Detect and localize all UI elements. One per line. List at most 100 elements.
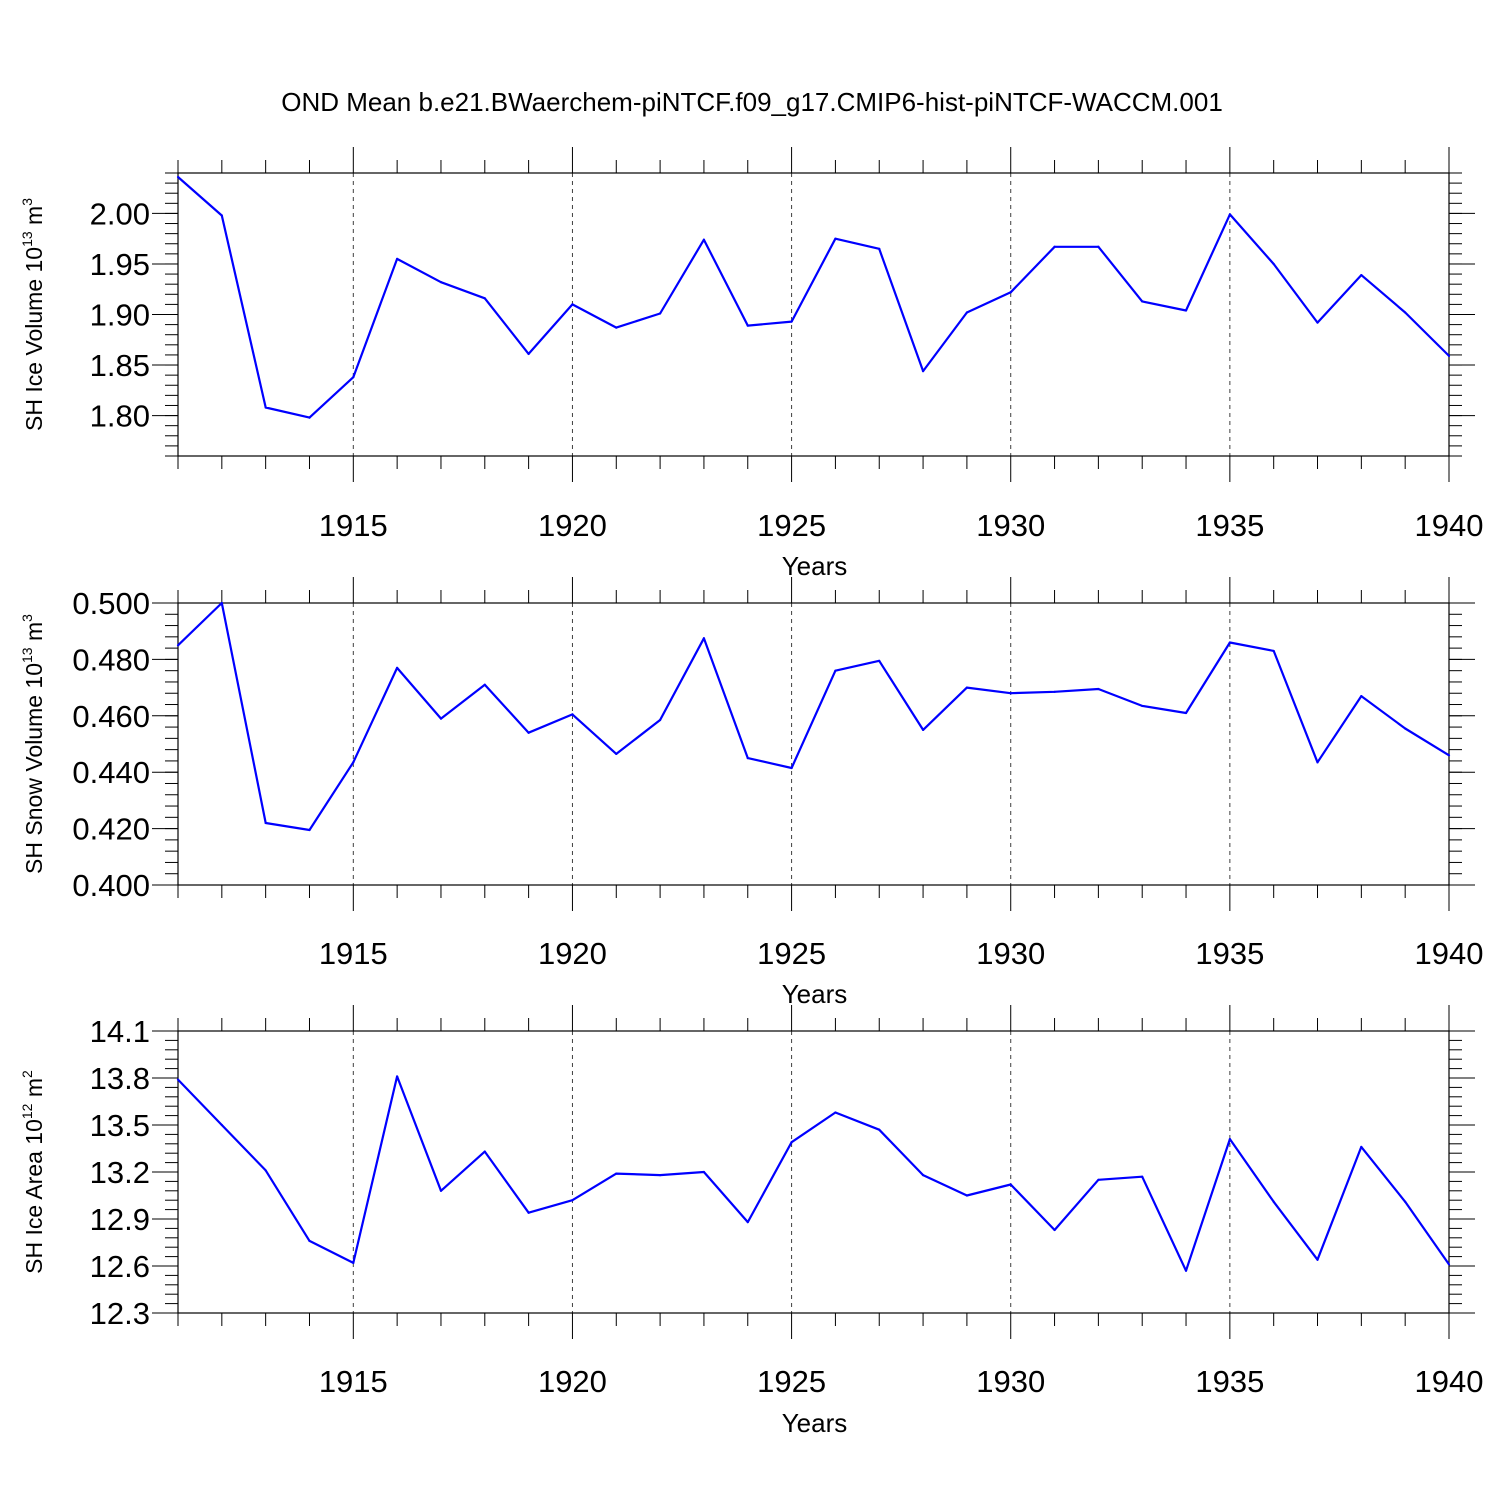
data-point	[1141, 704, 1144, 708]
data-point	[264, 406, 267, 409]
data-point	[659, 312, 662, 315]
data-point	[439, 281, 443, 284]
data-point	[1272, 262, 1275, 266]
data-point	[834, 237, 837, 240]
data-point	[176, 1078, 180, 1081]
x-tick-label: 1930	[976, 936, 1045, 971]
data-point	[921, 370, 925, 373]
data-point	[1009, 692, 1012, 695]
y-tick-label: 13.8	[90, 1061, 150, 1096]
y-axis-title: SH Ice Volume 1013 m3	[19, 198, 47, 431]
data-point	[308, 828, 311, 832]
data-point	[1053, 245, 1056, 248]
y-tick-label: 2.00	[90, 196, 150, 231]
data-point	[965, 1194, 968, 1197]
data-point	[176, 644, 180, 647]
x-tick-label: 1920	[538, 936, 607, 971]
x-tick-label: 1915	[319, 508, 388, 543]
data-point	[702, 637, 706, 640]
x-tick-label: 1925	[757, 936, 826, 971]
data-point	[615, 326, 618, 329]
data-point	[352, 761, 355, 764]
data-point	[1053, 690, 1056, 693]
data-point	[1009, 291, 1012, 294]
data-point	[352, 376, 355, 379]
data-point	[571, 713, 574, 716]
data-point	[921, 1174, 925, 1177]
data-point	[220, 1123, 223, 1127]
data-point	[527, 352, 530, 356]
x-axis-title: Years	[782, 551, 848, 581]
figure-title: OND Mean b.e21.BWaerchem-piNTCF.f09_g17.…	[281, 87, 1223, 117]
data-point	[483, 1150, 486, 1153]
data-point	[483, 683, 486, 686]
data-point	[1447, 754, 1451, 757]
data-point	[1360, 1145, 1363, 1149]
data-point	[571, 303, 574, 306]
x-tick-label: 1920	[538, 508, 607, 543]
y-tick-label: 0.420	[72, 812, 150, 847]
x-axis-title: Years	[782, 979, 848, 1009]
data-point	[527, 1211, 530, 1214]
data-point	[615, 1172, 618, 1175]
y-tick-label: 12.9	[90, 1202, 150, 1237]
chart-panel-2: 0.400 0.420 0.440 0.460 0.480 0.500 1915 1920 19…	[19, 577, 1483, 1009]
data-point	[659, 718, 662, 722]
x-tick-label: 1925	[757, 1364, 826, 1399]
data-point	[176, 175, 180, 179]
data-point	[527, 731, 530, 734]
x-tick-label: 1925	[757, 508, 826, 543]
y-tick-label: 1.95	[90, 247, 150, 282]
data-point	[220, 601, 223, 605]
data-point	[1097, 245, 1100, 248]
data-point	[1141, 1175, 1144, 1178]
data-point	[1184, 711, 1188, 715]
y-tick-label: 0.440	[72, 755, 150, 790]
data-point	[1272, 649, 1275, 653]
y-tick-label: 1.85	[90, 348, 150, 383]
data-point	[352, 1261, 355, 1264]
data-point	[1360, 694, 1363, 698]
data-point	[1404, 1200, 1407, 1203]
y-tick-label: 0.400	[72, 868, 150, 903]
y-axis-title: SH Snow Volume 1013 m3	[19, 614, 47, 874]
data-point	[396, 1075, 399, 1078]
y-tick-label: 14.1	[90, 1014, 150, 1049]
data-point	[571, 1199, 574, 1202]
x-tick-label: 1915	[319, 1364, 388, 1399]
data-series-line	[177, 1075, 1450, 1272]
y-tick-label: 12.6	[90, 1249, 150, 1284]
data-point	[220, 214, 223, 217]
data-point	[1316, 761, 1319, 764]
data-point	[439, 717, 443, 720]
data-point	[746, 324, 749, 327]
y-tick-label: 12.3	[90, 1296, 150, 1331]
data-series-line	[177, 601, 1450, 832]
plot-frame	[177, 172, 1450, 457]
data-point	[790, 1141, 793, 1144]
data-point	[702, 1170, 706, 1174]
data-point	[1404, 727, 1407, 730]
data-point	[1009, 1183, 1012, 1186]
y-tick-label: 0.500	[72, 586, 150, 621]
data-point	[308, 416, 311, 419]
data-point	[439, 1189, 443, 1192]
y-tick-label: 13.2	[90, 1155, 150, 1190]
x-tick-label: 1930	[976, 1364, 1045, 1399]
data-point	[790, 766, 793, 770]
data-point	[1184, 1269, 1188, 1272]
data-point	[790, 320, 793, 323]
data-point	[659, 1174, 662, 1177]
data-point	[921, 728, 925, 732]
data-point	[1447, 1263, 1451, 1266]
data-point	[1316, 1258, 1319, 1261]
data-point	[1447, 354, 1451, 358]
data-point	[834, 1111, 837, 1114]
data-point	[1141, 300, 1144, 303]
plot-frame	[177, 602, 1450, 886]
plot-frame	[177, 1030, 1450, 1314]
data-point	[264, 821, 267, 825]
data-point	[1404, 311, 1407, 314]
data-point	[264, 1169, 267, 1172]
